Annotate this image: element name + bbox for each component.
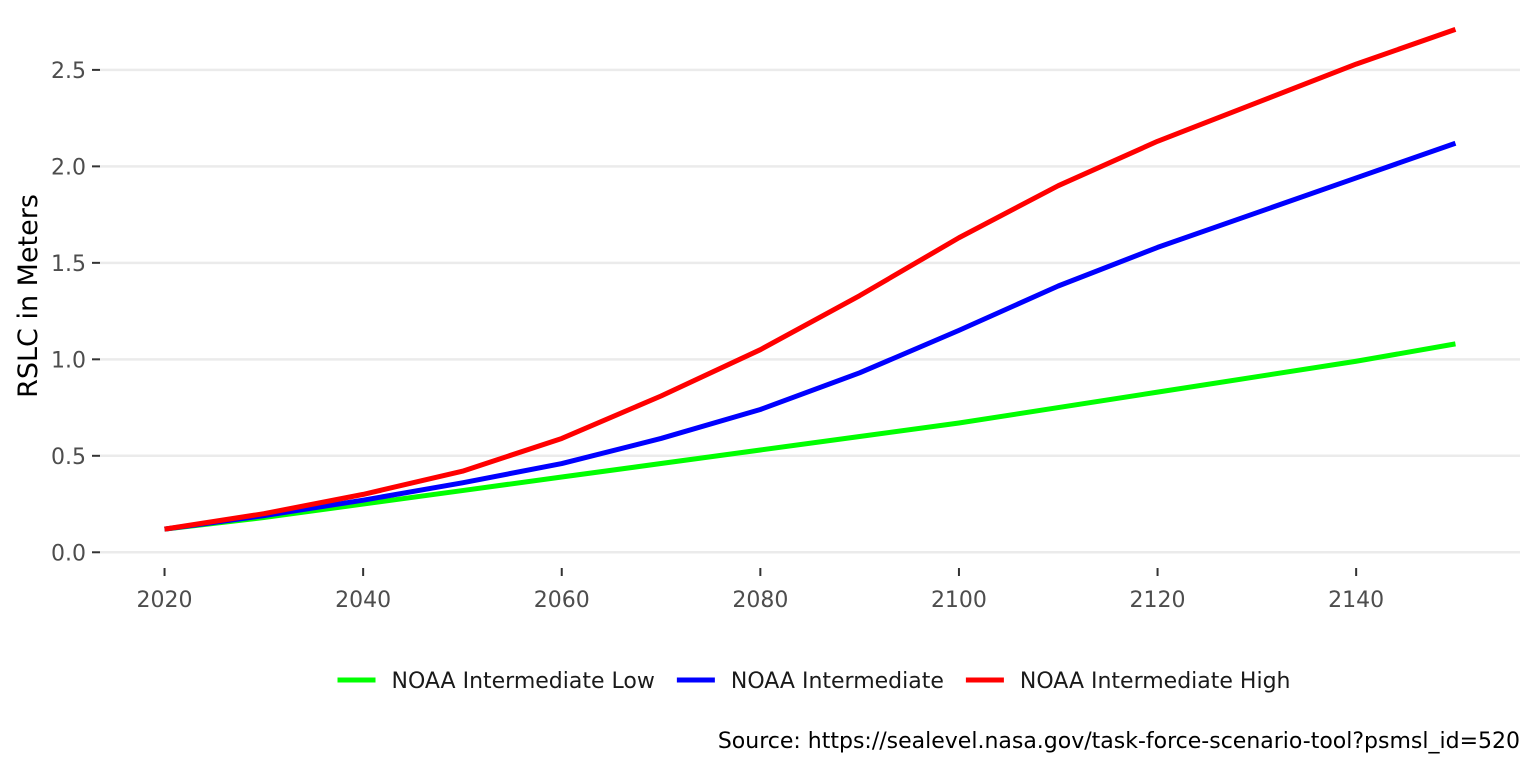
x-tick-label: 2020 xyxy=(137,588,193,613)
x-tick-label: 2060 xyxy=(534,588,590,613)
x-tick-label: 2140 xyxy=(1328,588,1384,613)
series-line-noaa-intermediate-low xyxy=(164,341,1456,532)
x-tick-label: 2040 xyxy=(335,588,391,613)
x-tick-label: 2120 xyxy=(1130,588,1186,613)
y-axis-title: RSLC in Meters xyxy=(13,194,44,398)
y-tick-label: 0.5 xyxy=(51,445,86,470)
legend-item-noaa-intermediate: NOAA Intermediate xyxy=(676,669,944,694)
y-tick-label: 2.0 xyxy=(51,155,86,180)
source-caption: Source: https://sealevel.nasa.gov/task-f… xyxy=(718,729,1520,754)
x-tick-label: 2100 xyxy=(931,588,987,613)
series-line-noaa-intermediate-high xyxy=(164,27,1457,532)
legend-item-noaa-intermediate-low: NOAA Intermediate Low xyxy=(337,669,655,694)
x-axis: 2020 2040 2060 2080 2100 2120 2140 xyxy=(137,568,1384,613)
legend-label-noaa-intermediate: NOAA Intermediate xyxy=(731,669,944,694)
legend-label-noaa-intermediate-high: NOAA Intermediate High xyxy=(1020,669,1291,694)
series-lines xyxy=(164,27,1457,532)
legend-label-noaa-intermediate-low: NOAA Intermediate Low xyxy=(392,669,655,694)
y-tick-label: 1.0 xyxy=(51,348,86,373)
series-line-noaa-intermediate xyxy=(164,140,1457,532)
y-axis: 0.0 0.5 1.0 1.5 2.0 2.5 xyxy=(51,59,100,566)
legend: NOAA Intermediate Low NOAA Intermediate NO… xyxy=(337,669,1291,694)
y-tick-label: 0.0 xyxy=(51,541,86,566)
grid-lines xyxy=(100,68,1520,554)
y-tick-label: 2.5 xyxy=(51,59,86,84)
legend-item-noaa-intermediate-high: NOAA Intermediate High xyxy=(965,669,1291,694)
y-tick-label: 1.5 xyxy=(51,252,86,277)
x-tick-label: 2080 xyxy=(732,588,788,613)
